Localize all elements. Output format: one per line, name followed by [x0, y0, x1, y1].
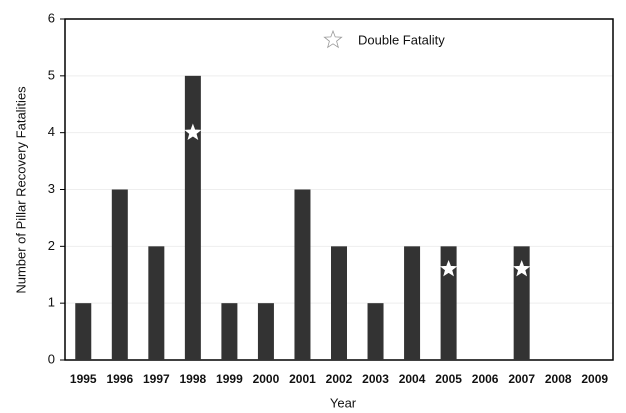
bar — [184, 75, 201, 360]
bar — [294, 189, 311, 360]
x-tick-label: 2000 — [253, 372, 280, 386]
x-tick-label: 2004 — [399, 372, 426, 386]
y-tick-label: 3 — [48, 181, 55, 196]
bar — [257, 303, 274, 360]
x-tick-label: 1995 — [70, 372, 97, 386]
x-tick-label: 2007 — [508, 372, 535, 386]
star-marker — [184, 123, 202, 141]
star-marker — [439, 259, 458, 277]
y-tick-label: 5 — [48, 67, 55, 82]
x-tick-label: 2008 — [545, 372, 572, 386]
x-tick-label: 2003 — [362, 372, 389, 386]
star-marker — [513, 259, 531, 277]
x-tick-label: 1997 — [143, 372, 170, 386]
x-tick-label: 2001 — [289, 372, 316, 386]
y-tick-label: 2 — [48, 238, 55, 253]
x-tick-label: 1999 — [216, 372, 243, 386]
y-axis-label: Number of Pillar Recovery Fatalities — [13, 86, 28, 294]
legend-label: Double Fatality — [358, 32, 445, 47]
y-tick-label: 0 — [48, 351, 55, 366]
x-tick-label: 2009 — [581, 372, 608, 386]
x-tick-label: 2006 — [472, 372, 499, 386]
bar — [367, 303, 384, 360]
bar — [148, 246, 165, 360]
bar — [75, 303, 92, 360]
star-marker — [323, 29, 343, 49]
x-tick-label: 2005 — [435, 372, 462, 386]
y-tick-label: 4 — [48, 124, 55, 139]
bar — [221, 303, 238, 360]
y-tick-label: 6 — [48, 10, 55, 25]
y-tick-label: 1 — [48, 295, 55, 310]
x-tick-label: 2002 — [326, 372, 353, 386]
x-tick-label: 1996 — [106, 372, 133, 386]
bar — [111, 189, 128, 360]
x-axis-label: Year — [330, 395, 357, 410]
bar — [331, 246, 347, 360]
x-tick-label: 1998 — [180, 372, 207, 386]
bar — [404, 246, 421, 360]
